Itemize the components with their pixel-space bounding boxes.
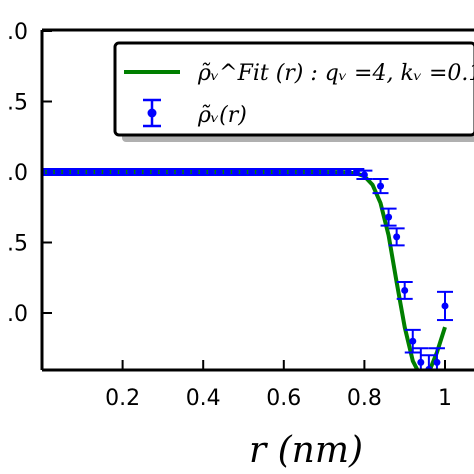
errorbar-point [356, 169, 373, 181]
y-tick-label: .0 [7, 161, 28, 186]
errorbar-point [372, 178, 389, 195]
errorbar-point [404, 328, 421, 354]
legend-errorbar-marker [143, 98, 161, 128]
y-tick-label: .0 [7, 302, 28, 327]
legend: ρ̃ᵥ^Fit (r) : qᵥ =4, kᵥ =0.11 ρ̃ᵥ(r) [113, 41, 474, 142]
x-tick-label: 0.4 [186, 386, 221, 411]
errorbar-point [428, 347, 445, 370]
errorbar-point [437, 290, 453, 322]
errorbar-point [380, 207, 397, 227]
errorbar-point [412, 347, 429, 370]
series-errorbars [42, 168, 453, 370]
legend-data-label: ρ̃ᵥ(r) [197, 103, 247, 128]
y-tick-label: .5 [7, 232, 28, 257]
y-tick-label: .5 [7, 91, 28, 116]
legend-box [113, 41, 474, 137]
legend-fit-label: ρ̃ᵥ^Fit (r) : qᵥ =4, kᵥ =0.11 [197, 61, 474, 86]
errorbar-point [396, 280, 413, 300]
x-tick-label: 1 [438, 386, 452, 411]
x-tick-label: 0.2 [105, 386, 140, 411]
x-axis-ticks: 0.2 0.4 0.6 0.8 1 [105, 360, 452, 411]
x-tick-label: 0.8 [347, 386, 382, 411]
errorbar-point [388, 227, 405, 247]
x-tick-label: 0.6 [266, 386, 301, 411]
y-axis-ticks: .0 .5 .0 .5 .0 [7, 20, 52, 327]
y-tick-label: .0 [7, 20, 28, 45]
x-axis-label: r (nm) [249, 430, 363, 471]
